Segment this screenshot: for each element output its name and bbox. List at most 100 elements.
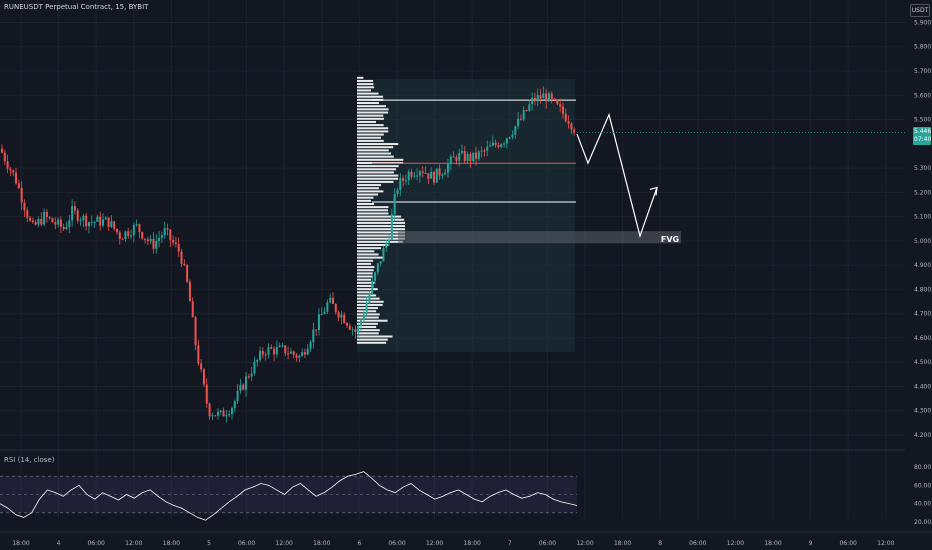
time-tick-label: 18:00 (464, 540, 481, 547)
volume-bar (357, 262, 372, 265)
rsi-tick-label: 40.00 (914, 501, 931, 508)
candle-body (180, 251, 183, 264)
volume-bar (357, 139, 384, 142)
candle-body (245, 376, 248, 390)
candle-body (116, 228, 119, 233)
volume-bar (357, 184, 382, 187)
volume-bar (357, 190, 384, 193)
candle-body (118, 232, 121, 239)
volume-bar (357, 237, 405, 240)
candle-body (550, 93, 553, 99)
currency-button[interactable]: USDT (910, 4, 930, 17)
candle-body (194, 317, 197, 346)
volume-bar (357, 98, 384, 101)
candle-body (317, 314, 320, 331)
candle-body (6, 161, 9, 169)
candle-body (362, 314, 365, 321)
candle-body (514, 126, 517, 135)
candle-body (536, 95, 539, 102)
candle-body (539, 95, 542, 99)
time-tick-label: 7 (508, 540, 512, 547)
volume-bar (357, 234, 405, 237)
time-tick-label: 12:00 (576, 540, 593, 547)
candle-body (256, 359, 259, 362)
candle-body (435, 168, 438, 183)
candle-body (542, 93, 545, 99)
price-tick-label: 5.000 (914, 238, 931, 245)
candle-body (396, 189, 399, 194)
volume-bar (357, 253, 379, 256)
time-tick-label: 06:00 (840, 540, 857, 547)
candle-body (497, 144, 500, 148)
candle-body (452, 156, 455, 158)
candle-body (477, 151, 480, 159)
volume-bar (357, 291, 374, 294)
candle-body (124, 231, 127, 239)
volume-bar (357, 89, 372, 92)
candle-body (211, 415, 214, 417)
candle-body (183, 263, 186, 266)
volume-bar (357, 335, 393, 338)
candle-body (292, 351, 295, 355)
candle-body (402, 178, 405, 181)
candle-body (231, 408, 234, 415)
volume-bar (357, 212, 389, 215)
candle-body (104, 217, 107, 220)
volume-bar (357, 250, 375, 253)
candle-body (20, 187, 23, 203)
fvg-label: FVG (660, 235, 680, 244)
candle-body (483, 150, 486, 152)
volume-bar (357, 256, 383, 259)
candle-body (522, 110, 525, 120)
volume-bar (357, 117, 384, 120)
candle-body (214, 415, 217, 417)
last-price-label: 5.446 07:40 (913, 126, 931, 145)
candle-body (410, 171, 413, 177)
volume-bar (357, 332, 379, 335)
volume-bar (357, 149, 389, 152)
candle-body (461, 151, 464, 154)
candle-body (57, 219, 60, 225)
volume-bar (357, 196, 374, 199)
candle-body (306, 348, 309, 355)
candle-body (424, 172, 427, 174)
volume-bar (357, 158, 404, 161)
candle-body (475, 152, 478, 159)
time-tick-label: 18:00 (764, 540, 781, 547)
rsi-pane: 80.00 60.00 40.00 20.00 (0, 449, 931, 526)
candle-body (525, 110, 528, 112)
candle-body (85, 215, 88, 227)
candle-body (34, 222, 37, 225)
candle-body (101, 219, 104, 226)
candle-body (233, 401, 236, 409)
candle-body (51, 218, 54, 223)
candle-body (250, 373, 253, 377)
candle-body (337, 312, 340, 318)
price-tick-label: 5.200 (914, 189, 931, 196)
candle-body (158, 237, 161, 241)
candle-body (197, 345, 200, 364)
price-tick-label: 4.900 (914, 262, 931, 269)
candle-body (348, 325, 351, 330)
volume-bar (357, 243, 389, 246)
candle-body (486, 146, 489, 151)
time-tick-label: 8 (658, 540, 662, 547)
candle-body (31, 220, 34, 223)
candle-body (54, 222, 57, 225)
price-tick-label: 5.500 (914, 117, 931, 124)
price-tick-label: 4.200 (914, 432, 931, 439)
candle-body (427, 173, 430, 179)
candle-body (29, 217, 32, 221)
candle-body (152, 238, 155, 249)
time-tick-label: 06:00 (238, 540, 255, 547)
volume-bar (357, 199, 372, 202)
candle-body (421, 171, 424, 173)
price-tick-label: 4.600 (914, 335, 931, 342)
candle-body (382, 248, 385, 262)
price-tick-label: 5.100 (914, 214, 931, 221)
time-tick-label: 06:00 (689, 540, 706, 547)
volume-bar (357, 209, 389, 212)
candle-body (340, 314, 343, 318)
candle-body (174, 242, 177, 244)
